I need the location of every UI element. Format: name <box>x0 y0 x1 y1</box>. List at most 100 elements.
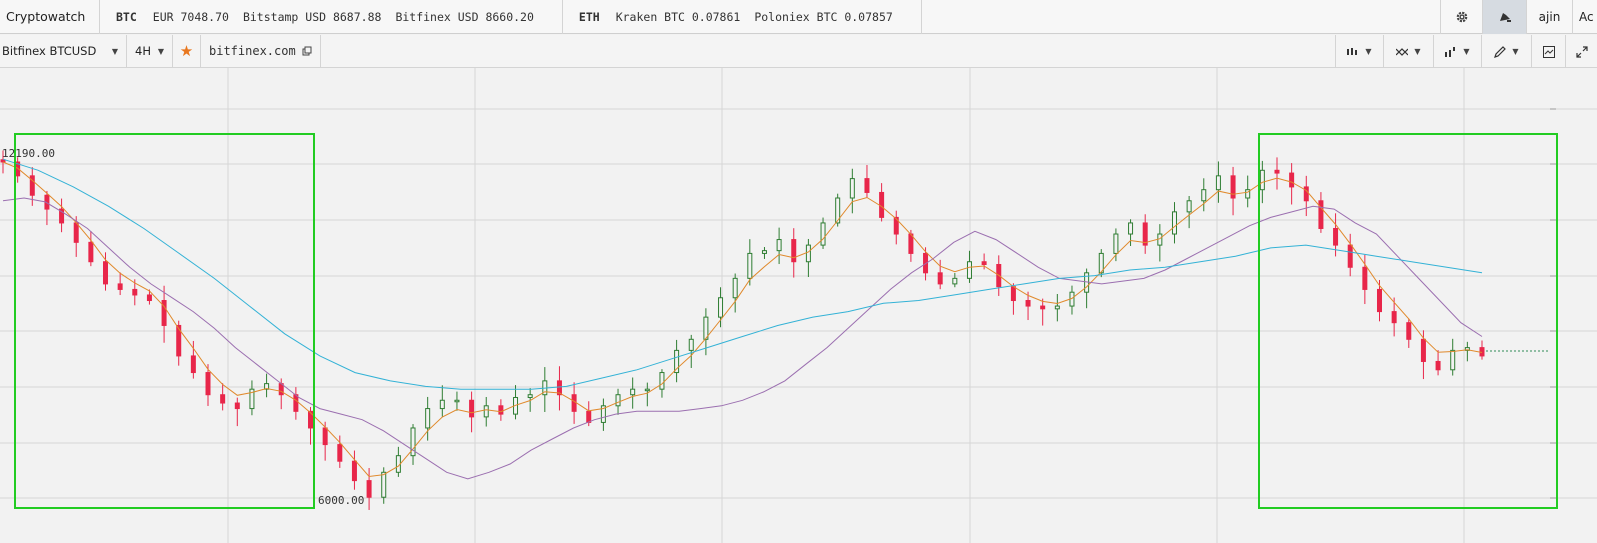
candle <box>1040 305 1046 310</box>
candle <box>1245 189 1251 199</box>
candle <box>527 394 533 398</box>
candle <box>1142 222 1148 246</box>
candle <box>1303 186 1309 202</box>
fullscreen-button[interactable] <box>1565 35 1597 68</box>
chevron-down-icon: ▼ <box>157 46 164 56</box>
candle <box>864 178 870 193</box>
candle <box>190 355 196 374</box>
ticker-bar: Cryptowatch BTC EUR 7048.70 Bitstamp USD… <box>0 0 1597 34</box>
moving-averages <box>2 158 1483 480</box>
settings-button[interactable] <box>1440 0 1482 34</box>
candle <box>146 294 152 302</box>
user-menu[interactable]: ajin <box>1526 0 1572 34</box>
candle <box>1347 244 1353 268</box>
favorite-button[interactable]: ★ <box>173 34 201 68</box>
bell-icon <box>1499 13 1511 22</box>
candle <box>1201 189 1207 202</box>
candle <box>791 239 797 263</box>
candle <box>879 191 885 218</box>
candle <box>805 244 811 263</box>
draw-button[interactable]: ▼ <box>1481 35 1531 68</box>
candle <box>293 394 299 412</box>
candle <box>761 250 767 254</box>
candle <box>615 394 621 407</box>
candle <box>1464 347 1470 351</box>
notifications-button[interactable] <box>1482 0 1526 34</box>
candle <box>220 394 226 404</box>
candle <box>103 261 109 285</box>
ma-mid-line <box>2 197 1483 480</box>
price-chart[interactable]: 12190.00 6000.00 <box>0 68 1597 543</box>
market-selector[interactable]: Bitfinex BTCUSD ▼ <box>0 34 127 68</box>
candle <box>132 288 138 296</box>
candle <box>718 297 724 318</box>
highlight-boxes <box>14 133 1558 509</box>
account-link[interactable]: Ac <box>1572 0 1597 34</box>
candle <box>117 283 123 290</box>
ticker-quote: Bitfinex USD 8660.20 <box>395 9 534 24</box>
chart-canvas[interactable]: 12190.00 6000.00 <box>0 68 1597 543</box>
exchange-link[interactable]: bitfinex.com <box>201 34 321 68</box>
candles <box>0 150 1485 510</box>
expand-icon <box>1575 45 1588 58</box>
indicators-button[interactable]: ▼ <box>1383 35 1433 68</box>
candle <box>308 410 314 429</box>
interval-label: 4H <box>135 44 151 58</box>
header-actions: ajin Ac <box>1440 0 1597 34</box>
candle <box>439 399 445 410</box>
candle <box>1420 338 1426 362</box>
indicators-icon <box>1396 47 1409 56</box>
exchange-label: bitfinex.com <box>209 44 296 58</box>
candle <box>249 388 255 410</box>
candle <box>1406 322 1412 340</box>
candle <box>1289 172 1295 188</box>
candle <box>644 388 650 392</box>
candle <box>410 427 416 457</box>
ticker-group-eth[interactable]: ETH Kraken BTC 0.07861 Poloniex BTC 0.07… <box>563 0 922 34</box>
candle <box>966 261 972 279</box>
chevron-down-icon: ▼ <box>1414 47 1421 56</box>
ma-long-line <box>2 158 1483 390</box>
candle <box>586 410 592 423</box>
external-link-icon <box>302 46 312 56</box>
candle <box>0 159 6 163</box>
candle <box>1435 360 1441 371</box>
candle <box>1318 200 1324 229</box>
candle <box>1450 349 1456 371</box>
market-label: Bitfinex BTCUSD <box>2 44 97 58</box>
pencil-icon <box>1494 45 1507 58</box>
candle <box>366 480 372 498</box>
candle <box>688 338 694 351</box>
gear-icon <box>1456 11 1467 23</box>
interval-selector[interactable]: 4H ▼ <box>127 34 173 68</box>
candle <box>1098 252 1104 274</box>
candle <box>1010 286 1016 302</box>
snapshot-button[interactable] <box>1531 35 1565 68</box>
candles-icon <box>1347 47 1358 55</box>
candle <box>703 316 709 340</box>
highlight-box <box>14 133 315 509</box>
overlay-button[interactable]: ▼ <box>1433 35 1481 68</box>
candle <box>1113 233 1119 254</box>
candle <box>1333 227 1339 246</box>
candle <box>981 261 987 265</box>
candles-button[interactable]: ▼ <box>1335 35 1383 68</box>
candle <box>176 324 182 357</box>
candle <box>454 399 460 403</box>
candle <box>1171 211 1177 235</box>
candle <box>381 471 387 498</box>
ticker-quote: Poloniex BTC 0.07857 <box>754 9 893 24</box>
candle <box>952 277 958 285</box>
candle <box>1215 175 1221 191</box>
highlight-box <box>1258 133 1558 509</box>
ticker-group-btc[interactable]: BTC EUR 7048.70 Bitstamp USD 8687.88 Bit… <box>100 0 563 34</box>
candle <box>747 252 753 279</box>
candle <box>234 402 240 410</box>
candle <box>1230 175 1236 199</box>
brand-logo[interactable]: Cryptowatch <box>0 0 100 34</box>
candle <box>908 233 914 254</box>
low-price-label: 6000.00 <box>318 494 364 507</box>
candle <box>1391 311 1397 324</box>
candle <box>483 405 489 418</box>
candle <box>161 300 167 326</box>
